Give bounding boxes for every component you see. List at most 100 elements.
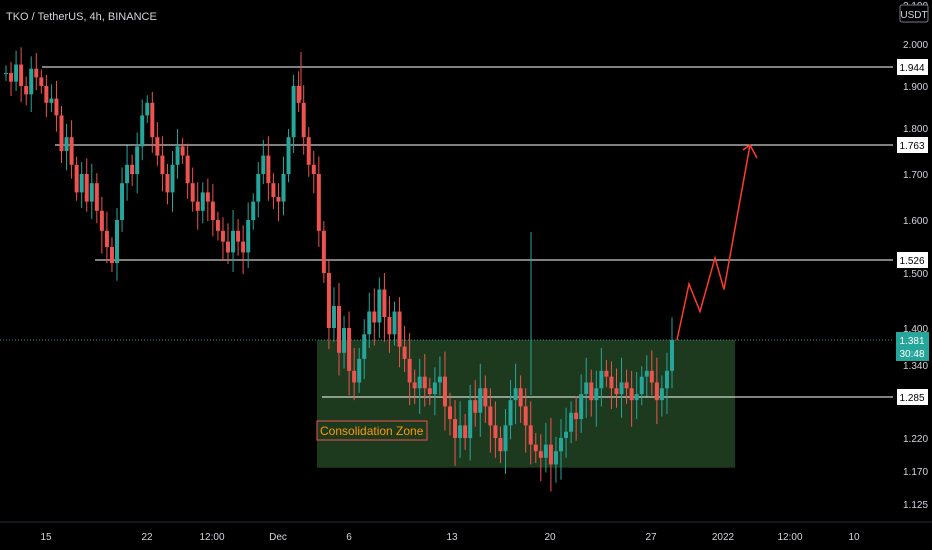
candle [604, 360, 609, 388]
candle [468, 384, 473, 461]
candle [120, 167, 125, 232]
candle [276, 183, 281, 222]
candle [553, 436, 558, 483]
candle [453, 400, 458, 466]
candle [407, 333, 412, 406]
candle [342, 315, 347, 369]
level-price-label: 1.763 [899, 141, 924, 152]
candle [387, 296, 392, 353]
price-tick-label: 1.340 [903, 361, 928, 372]
candle [29, 56, 34, 113]
candle [39, 69, 44, 94]
candle [104, 211, 109, 263]
candle [231, 209, 236, 272]
candle [589, 369, 594, 417]
candle [19, 47, 24, 102]
candle [175, 128, 180, 179]
candle [241, 225, 246, 275]
candle [195, 182, 200, 230]
candle [518, 375, 523, 423]
time-axis-layer: 15 22 12:00 Dec 6 13 20 27 2022 12:00 10 [0, 521, 932, 543]
candle [286, 128, 291, 183]
candle [266, 136, 271, 201]
candle [125, 145, 130, 201]
candle [180, 138, 185, 164]
time-tick-label: 15 [40, 532, 52, 543]
candle [4, 65, 8, 81]
candle [150, 91, 155, 153]
candle [639, 366, 644, 406]
chart-title: TKO / TetherUS, 4h, BINANCE [6, 11, 157, 23]
candle [528, 401, 533, 465]
candle [215, 211, 220, 241]
candle [190, 167, 195, 212]
price-tick-label: 1.700 [903, 170, 928, 181]
time-tick-label: 2022 [712, 532, 735, 543]
candle [422, 354, 427, 407]
candle [135, 132, 140, 194]
candle [49, 84, 54, 113]
candle [226, 223, 230, 264]
price-tick-label: 1.220 [903, 434, 928, 445]
candle [599, 347, 604, 407]
candle [246, 202, 251, 268]
candle [79, 162, 84, 209]
level-price-label: 1.944 [899, 63, 924, 74]
candle [382, 273, 387, 342]
candle [498, 426, 503, 464]
candle [473, 380, 478, 427]
time-tick-label: 6 [346, 532, 352, 543]
candle [261, 139, 266, 185]
currency-badge-box[interactable] [899, 4, 929, 23]
candle [220, 217, 225, 260]
candle [579, 374, 584, 433]
candle [442, 351, 447, 431]
candle [34, 53, 39, 91]
candle [311, 150, 316, 194]
level-price-label: 1.526 [899, 256, 924, 267]
candle [634, 371, 639, 420]
candle [427, 377, 432, 406]
candle [417, 358, 422, 415]
candle [659, 375, 664, 417]
candle [594, 370, 599, 427]
time-tick-label: Dec [269, 532, 287, 543]
candle [412, 369, 417, 404]
candle [559, 419, 563, 480]
candle [337, 282, 341, 376]
candle [84, 158, 89, 212]
candle [140, 99, 145, 161]
projection-arrowhead [742, 143, 758, 159]
level-price-box [897, 59, 928, 75]
currency-badge[interactable]: USDT [900, 10, 927, 21]
candle [448, 392, 452, 436]
candle [316, 156, 321, 248]
candle [367, 292, 372, 348]
candle [44, 74, 49, 118]
level-price-box [897, 137, 928, 153]
candle [574, 396, 579, 441]
projection-layer [676, 143, 758, 341]
candle [392, 301, 397, 346]
candle [377, 277, 382, 339]
candle [664, 352, 669, 415]
price-tick-label: 2.000 [903, 40, 928, 51]
candle [301, 85, 306, 155]
candle [564, 407, 569, 458]
candle [352, 347, 357, 401]
candle [94, 173, 99, 224]
current-price-label: 1.381 [899, 336, 924, 347]
candle [251, 193, 256, 230]
price-tick-label: 1.500 [903, 269, 928, 280]
candle [432, 367, 437, 416]
zone-label: Consolidation Zone [320, 424, 424, 438]
candle [200, 182, 205, 224]
candle [523, 388, 528, 453]
candle [236, 219, 241, 256]
candle [14, 50, 19, 92]
current-price-badge [896, 332, 929, 361]
candle [463, 414, 468, 450]
candle [362, 319, 367, 379]
candle [291, 74, 296, 153]
